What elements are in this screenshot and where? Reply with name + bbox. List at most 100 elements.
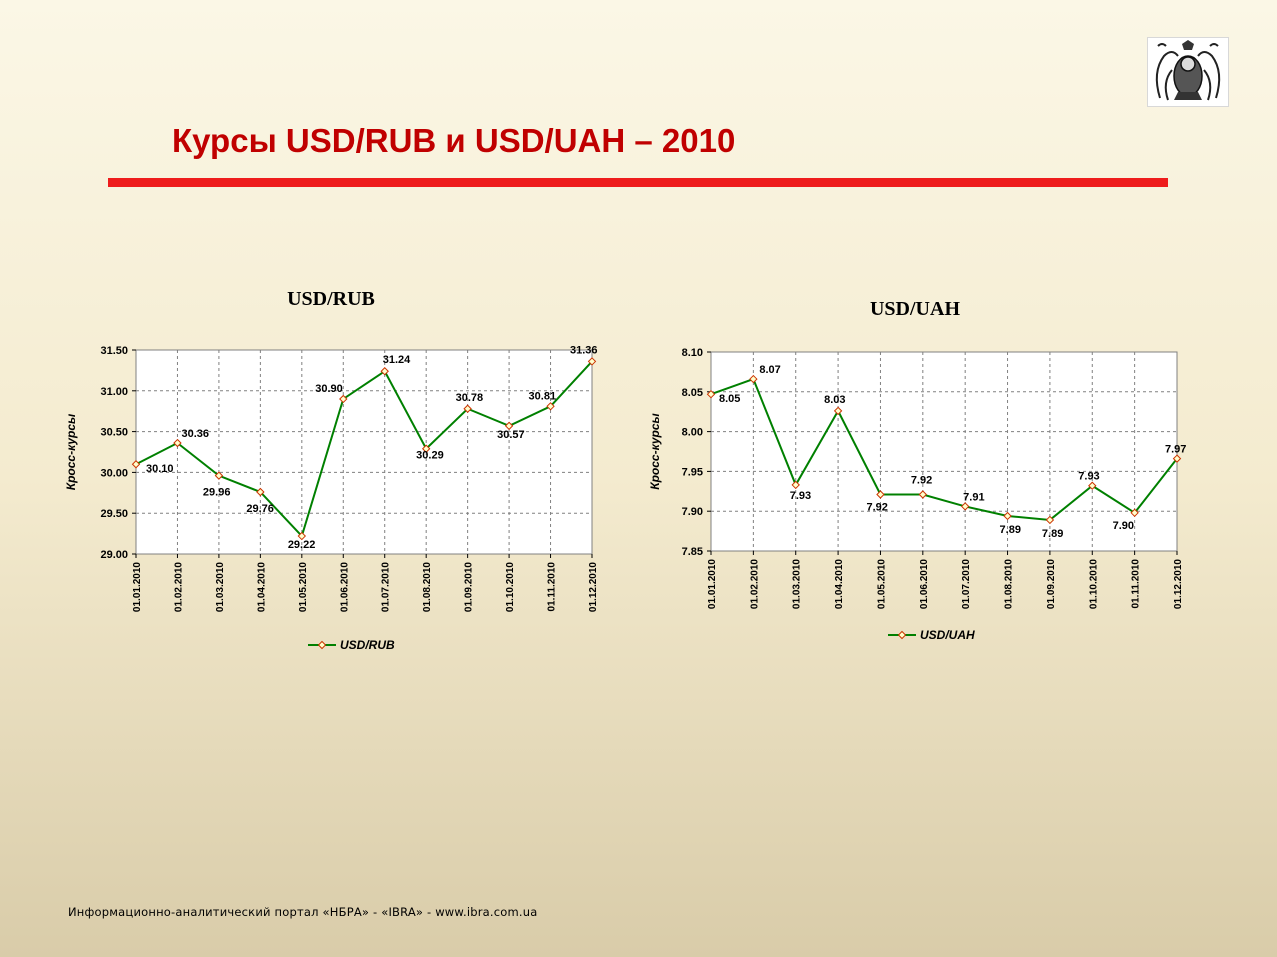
- usd-uah-y-tick-label: 8.00: [682, 427, 703, 439]
- usd-rub-x-tick-label: 01.03.2010: [215, 562, 226, 612]
- usd-rub-data-label: 30.10: [146, 463, 174, 475]
- usd-rub-y-tick-label: 29.50: [100, 508, 128, 520]
- usd-uah-x-tick-label: 01.05.2010: [876, 559, 887, 609]
- usd-rub-data-label: 31.36: [570, 344, 598, 356]
- usd-uah-x-tick-label: 01.10.2010: [1088, 559, 1099, 609]
- usd-uah-data-point: [918, 490, 928, 499]
- usd-uah-data-point: [1172, 454, 1182, 463]
- usd-uah-x-tick-label: 01.11.2010: [1131, 559, 1142, 609]
- usd-rub-chart-title: USD/RUB: [287, 288, 375, 310]
- usd-rub-y-tick-label: 29.00: [100, 549, 128, 561]
- usd-rub-data-label: 29.76: [246, 503, 274, 515]
- usd-rub-data-label: 30.57: [497, 429, 525, 441]
- usd-uah-data-point: [833, 406, 843, 416]
- usd-rub-data-point: [256, 487, 265, 497]
- usd-uah-chart-title: USD/UAH: [870, 298, 960, 320]
- usd-uah-y-axis-label: Кросс-курсы: [648, 412, 662, 489]
- usd-uah-data-label: 7.92: [911, 474, 932, 486]
- usd-uah-y-tick-label: 8.05: [682, 387, 703, 399]
- usd-uah-data-point: [791, 480, 800, 490]
- usd-rub-data-point: [297, 531, 307, 541]
- usd-uah-data-label: 8.07: [759, 364, 780, 376]
- usd-rub-series-line: [135, 360, 593, 538]
- usd-uah-y-tick-label: 7.85: [682, 546, 703, 558]
- usd-uah-x-tick-label: 01.07.2010: [961, 559, 972, 609]
- usd-uah-data-label: 8.03: [824, 394, 845, 406]
- usd-uah-data-label: 7.90: [1113, 520, 1134, 532]
- usd-uah-data-label: 7.89: [1042, 528, 1063, 540]
- usd-uah-y-tick-label: 8.10: [682, 347, 703, 359]
- usd-rub-y-axis-label: Кросс-курсы: [64, 413, 78, 490]
- usd-rub-x-tick-label: 01.02.2010: [173, 562, 184, 612]
- footer-source: Информационно-аналитический портал «НБРА…: [68, 905, 538, 919]
- usd-rub-data-point: [587, 357, 597, 366]
- usd-uah-x-tick-label: 01.12.2010: [1173, 559, 1184, 609]
- usd-rub-data-label: 31.24: [383, 354, 411, 366]
- usd-rub-data-label: 30.81: [529, 390, 557, 402]
- usd-uah-data-point: [960, 502, 970, 511]
- usd-uah-data-label: 7.91: [963, 491, 984, 503]
- usd-rub-data-point: [421, 444, 431, 453]
- usd-uah-data-point: [1045, 515, 1055, 525]
- usd-rub-data-label: 29.22: [288, 539, 316, 551]
- usd-rub-x-tick-label: 01.07.2010: [381, 562, 392, 612]
- usd-uah-x-tick-label: 01.08.2010: [1004, 559, 1015, 609]
- usd-rub-x-tick-label: 01.08.2010: [422, 562, 433, 612]
- usd-uah-plot-area: [710, 351, 1178, 552]
- usd-rub-y-tick-label: 30.50: [100, 427, 128, 439]
- usd-rub-data-label: 29.96: [203, 487, 231, 499]
- usd-uah-data-label: 8.05: [719, 393, 740, 405]
- usd-rub-x-tick-label: 01.06.2010: [339, 562, 350, 612]
- usd-rub-data-label: 30.36: [181, 428, 209, 440]
- usd-rub-x-tick-label: 01.04.2010: [256, 562, 267, 612]
- usd-rub-x-tick-label: 01.05.2010: [298, 562, 309, 612]
- usd-rub-data-label: 30.78: [456, 392, 484, 404]
- usd-uah-y-tick-label: 7.95: [682, 466, 703, 478]
- usd-uah-x-tick-label: 01.02.2010: [749, 559, 760, 609]
- ornamental-emblem-icon: [1147, 37, 1229, 107]
- usd-uah-x-tick-label: 01.09.2010: [1046, 559, 1057, 609]
- usd-rub-legend-marker: [317, 640, 327, 650]
- usd-uah-x-tick-label: 01.03.2010: [792, 559, 803, 609]
- usd-uah-legend-label: USD/UAH: [920, 628, 975, 642]
- usd-rub-y-tick-label: 30.00: [100, 467, 128, 479]
- usd-rub-y-tick-label: 31.00: [100, 386, 128, 398]
- slide-title: Курсы USD/RUB и USD/UAH – 2010: [172, 122, 736, 159]
- usd-rub-x-tick-label: 01.12.2010: [588, 562, 599, 612]
- usd-rub-x-tick-label: 01.11.2010: [547, 562, 558, 612]
- usd-rub-chart: USD/RUB 29.00 29.50 30.00 30.50 31.00 31.50 01.…: [64, 288, 599, 652]
- usd-uah-data-label: 7.97: [1165, 444, 1186, 456]
- usd-uah-data-label: 7.92: [866, 501, 887, 513]
- usd-uah-x-tick-label: 01.06.2010: [919, 559, 930, 609]
- usd-uah-data-point: [1088, 481, 1097, 490]
- usd-rub-data-label: 30.90: [315, 383, 343, 395]
- usd-rub-data-point: [546, 402, 555, 411]
- usd-uah-data-label: 7.93: [1078, 471, 1099, 483]
- usd-rub-data-point: [173, 438, 182, 448]
- usd-uah-data-point: [876, 490, 885, 499]
- usd-rub-x-tick-label: 01.01.2010: [132, 562, 143, 612]
- usd-uah-data-label: 7.89: [1000, 524, 1021, 536]
- usd-rub-data-label: 30.29: [416, 450, 444, 462]
- usd-rub-legend-label: USD/RUB: [340, 638, 395, 652]
- usd-rub-x-tick-label: 01.09.2010: [464, 562, 475, 612]
- usd-rub-y-tick-label: 31.50: [100, 345, 128, 357]
- usd-uah-data-point: [1130, 508, 1139, 517]
- title-rule: [108, 178, 1168, 187]
- usd-uah-y-tick-label: 7.90: [682, 506, 703, 518]
- usd-rub-data-point: [339, 394, 348, 404]
- usd-uah-chart: USD/UAH 7.85 7.90 7.95 8.00 8.05 8.10 01.01.201…: [648, 298, 1186, 642]
- usd-rub-data-point: [463, 404, 472, 413]
- usd-uah-series-line: [710, 377, 1178, 521]
- usd-uah-data-point: [749, 374, 758, 384]
- usd-uah-x-tick-label: 01.01.2010: [707, 559, 718, 609]
- usd-uah-data-label: 7.93: [790, 490, 811, 502]
- usd-rub-data-point: [504, 421, 514, 431]
- usd-rub-data-point: [131, 460, 141, 469]
- usd-uah-data-point: [1003, 511, 1012, 521]
- usd-rub-data-point: [214, 471, 224, 480]
- usd-uah-x-tick-label: 01.04.2010: [834, 559, 845, 609]
- usd-uah-legend-marker: [897, 630, 907, 640]
- usd-rub-data-point: [380, 367, 389, 376]
- usd-rub-x-tick-label: 01.10.2010: [505, 562, 516, 612]
